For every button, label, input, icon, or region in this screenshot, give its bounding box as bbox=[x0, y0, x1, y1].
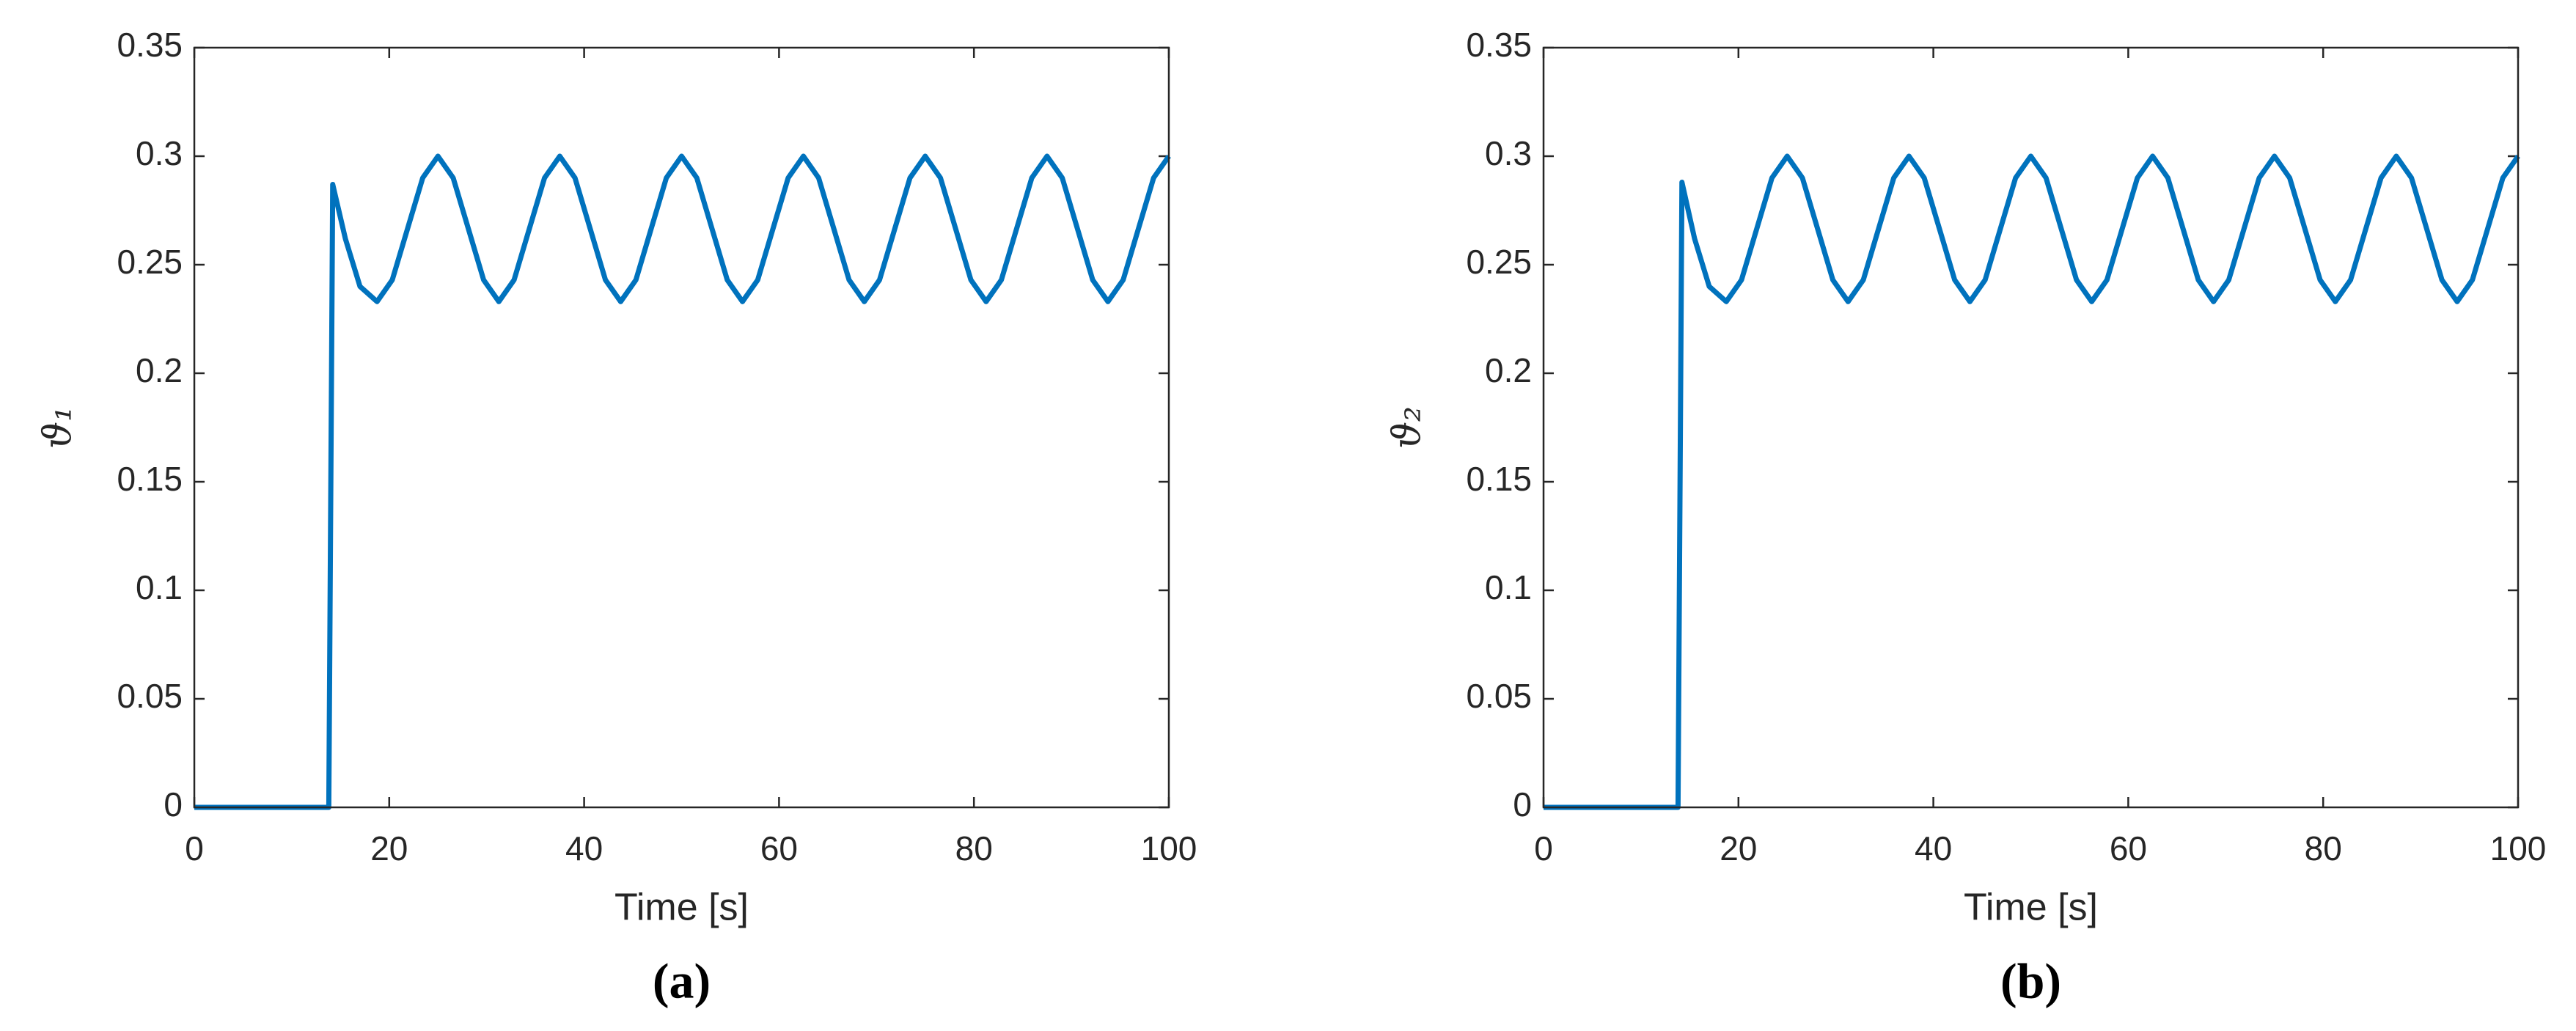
y-axis-label: ϑ₂ bbox=[1386, 406, 1430, 449]
y-tick-label: 0.2 bbox=[136, 351, 183, 389]
data-line bbox=[194, 153, 1171, 810]
data-line bbox=[1544, 153, 2520, 810]
y-tick-label: 0.05 bbox=[117, 677, 183, 715]
y-tick-label: 0.3 bbox=[136, 134, 183, 172]
x-tick-label: 100 bbox=[1141, 829, 1197, 867]
y-tick-label: 0.15 bbox=[117, 460, 183, 498]
x-tick-label: 0 bbox=[185, 829, 204, 867]
y-tick-label: 0 bbox=[164, 785, 183, 823]
y-tick-label: 0 bbox=[1513, 785, 1532, 823]
x-tick-label: 100 bbox=[2490, 829, 2547, 867]
x-tick-label: 40 bbox=[1915, 829, 1952, 867]
x-tick-label: 60 bbox=[2110, 829, 2147, 867]
x-axis-label: Time [s] bbox=[614, 887, 749, 929]
y-tick-label: 0.2 bbox=[1485, 351, 1532, 389]
y-tick-label: 0.1 bbox=[136, 568, 183, 606]
x-tick-label: 20 bbox=[1720, 829, 1757, 867]
x-tick-label: 20 bbox=[370, 829, 408, 867]
y-axis-label: ϑ₁ bbox=[37, 406, 81, 449]
panel-caption: (b) bbox=[2000, 953, 2061, 1009]
panel-caption: (a) bbox=[653, 953, 711, 1009]
y-tick-label: 0.05 bbox=[1466, 677, 1532, 715]
axes-box bbox=[1542, 46, 2520, 809]
y-tick-label: 0.35 bbox=[117, 26, 183, 64]
x-tick-label: 0 bbox=[1534, 829, 1553, 867]
x-tick-label: 40 bbox=[565, 829, 603, 867]
plot-area bbox=[1544, 48, 2518, 807]
y-tick-label: 0.3 bbox=[1485, 134, 1532, 172]
y-tick-label: 0.1 bbox=[1485, 568, 1532, 606]
x-axis-label: Time [s] bbox=[1964, 887, 2098, 929]
x-tick-label: 80 bbox=[955, 829, 993, 867]
y-tick-label: 0.25 bbox=[117, 243, 183, 281]
y-tick-label: 0.35 bbox=[1466, 26, 1532, 64]
x-tick-label: 60 bbox=[760, 829, 798, 867]
plot-area bbox=[194, 48, 1169, 807]
x-tick-label: 80 bbox=[2305, 829, 2342, 867]
y-tick-label: 0.15 bbox=[1466, 460, 1532, 498]
axes-box bbox=[193, 46, 1170, 809]
y-tick-label: 0.25 bbox=[1466, 243, 1532, 281]
